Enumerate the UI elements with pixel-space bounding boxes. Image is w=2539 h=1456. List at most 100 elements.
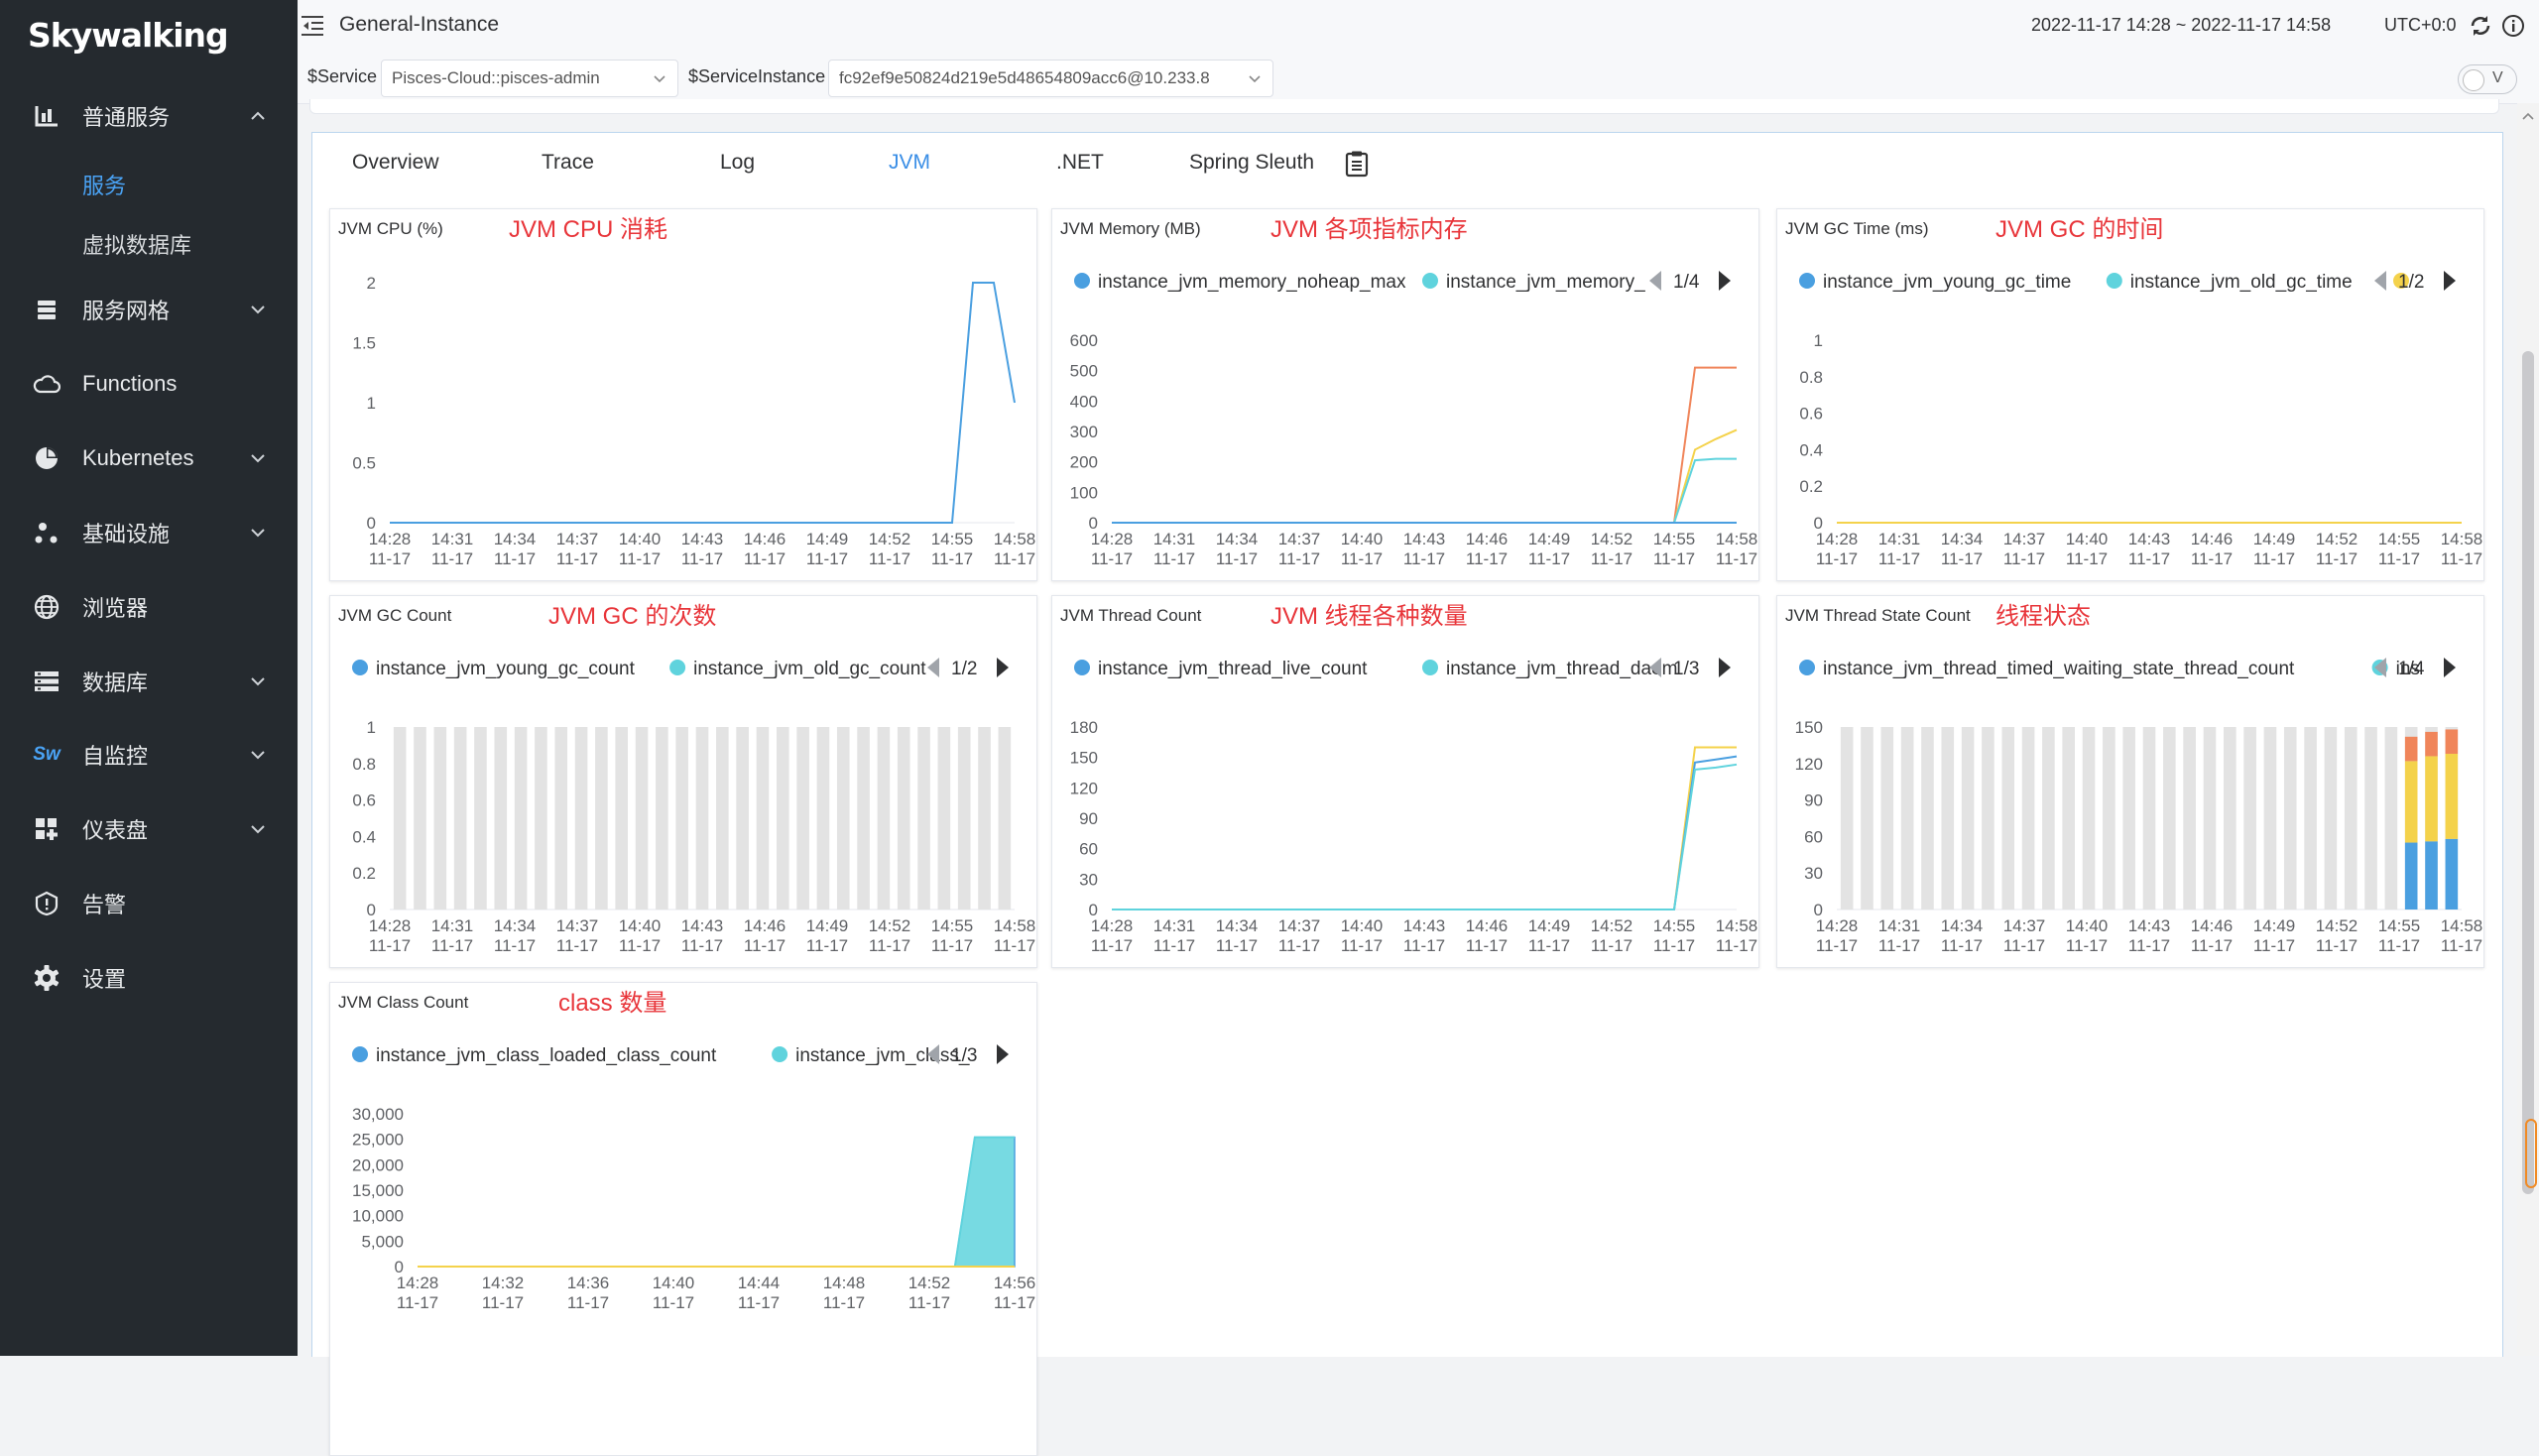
x-tick-label: 14:49 [806, 916, 849, 935]
background-bar [2122, 727, 2135, 910]
x-tick-label: 14:34 [1216, 530, 1259, 548]
tab-spring-sleuth[interactable]: Spring Sleuth [1189, 151, 1315, 174]
sidebar-item-service-mesh[interactable]: 服务网格 [0, 280, 298, 339]
background-bar [2283, 727, 2297, 910]
x-tick-label: 14:58 [2441, 916, 2483, 935]
dashboard-grid-icon [30, 812, 63, 846]
legend-prev-arrow-icon[interactable] [927, 1044, 939, 1064]
legend-prev-arrow-icon[interactable] [2374, 271, 2386, 291]
database-stack-icon [30, 293, 63, 326]
sidebar-subitem-service[interactable]: 服务 [82, 174, 127, 198]
legend-marker [1074, 273, 1090, 289]
sidebar-item-label: 浏览器 [82, 596, 149, 621]
series-line [1112, 746, 1737, 910]
x-tick-date-label: 11-17 [2066, 936, 2108, 955]
annotation-label: class 数量 [558, 990, 667, 1017]
sidebar-item-alerting[interactable]: 告警 [0, 874, 298, 933]
clipboard-icon[interactable] [1344, 150, 1370, 178]
legend-prev-arrow-icon[interactable] [1649, 658, 1661, 677]
x-tick-label: 14:49 [2253, 916, 2296, 935]
x-tick-date-label: 11-17 [2191, 549, 2233, 568]
background-bar [615, 727, 629, 910]
y-tick-label: 2 [367, 274, 376, 293]
x-tick-label: 14:58 [994, 530, 1036, 548]
x-tick-label: 14:28 [1816, 916, 1859, 935]
x-tick-date-label: 11-17 [994, 936, 1035, 955]
view-mode-toggle[interactable]: V [2458, 64, 2517, 94]
y-tick-label: 0.8 [352, 755, 376, 774]
x-tick-date-label: 11-17 [1941, 549, 1983, 568]
legend-next-arrow-icon[interactable] [1719, 271, 1731, 291]
info-icon[interactable] [2501, 14, 2525, 38]
y-tick-label: 60 [1804, 827, 1823, 846]
x-tick-label: 14:34 [494, 530, 537, 548]
widget-jvm-gc-time: JVM GC Time (ms) JVM GC 的时间 instance_jvm_y… [1776, 208, 2484, 581]
x-tick-date-label: 11-17 [2253, 936, 2295, 955]
legend-next-arrow-icon[interactable] [997, 658, 1009, 677]
legend-prev-arrow-icon[interactable] [927, 658, 939, 677]
timezone-label[interactable]: UTC+0:0 [2384, 15, 2457, 35]
x-tick-label: 14:37 [2003, 916, 2046, 935]
service-select[interactable]: Pisces-Cloud::pisces-admin [381, 60, 678, 97]
menu-collapse-icon[interactable] [300, 14, 325, 38]
scroll-up-arrow-icon[interactable] [2522, 111, 2534, 121]
scrollbar-thumb[interactable] [2522, 351, 2534, 1194]
legend-next-arrow-icon[interactable] [2444, 271, 2456, 291]
x-tick-label: 14:43 [681, 916, 724, 935]
background-bar [535, 727, 547, 910]
refresh-icon[interactable] [2469, 14, 2492, 38]
background-bar [877, 727, 891, 910]
y-tick-label: 150 [1795, 718, 1823, 737]
x-tick-label: 14:52 [1591, 530, 1633, 548]
tab-dotnet[interactable]: .NET [1056, 151, 1104, 174]
legend-marker [1422, 273, 1438, 289]
y-tick-label: 0.4 [1799, 440, 1823, 459]
annotation-label: JVM GC 的次数 [548, 603, 717, 630]
instance-select[interactable]: fc92ef9e50824d219e5d48654809acc6@10.233.… [828, 60, 1273, 97]
background-bar [2062, 727, 2076, 910]
sidebar-item-general-service[interactable]: 普通服务 [0, 86, 298, 146]
legend-next-arrow-icon[interactable] [997, 1044, 1009, 1064]
x-tick-label: 14:52 [1591, 916, 1633, 935]
y-tick-label: 0 [367, 514, 376, 533]
x-tick-date-label: 11-17 [2441, 936, 2482, 955]
sidebar-item-infrastructure[interactable]: 基础设施 [0, 503, 298, 562]
chart-canvas: instance_jvm_class_loaded_class_count ins… [352, 1044, 1035, 1312]
legend-item-label: instance_jvm_thread_live_count [1098, 659, 1368, 679]
stacked-bar-segment [2425, 731, 2438, 757]
background-bar [857, 727, 870, 910]
page-scrollbar[interactable] [2517, 103, 2539, 1356]
legend-next-arrow-icon[interactable] [1719, 658, 1731, 677]
x-tick-date-label: 11-17 [1653, 549, 1695, 568]
sidebar-item-label: 数据库 [82, 670, 149, 695]
background-bar [2001, 727, 2015, 910]
tab-trace[interactable]: Trace [542, 151, 594, 174]
legend-next-arrow-icon[interactable] [2444, 658, 2456, 677]
time-range-picker[interactable]: 2022-11-17 14:28 ~ 2022-11-17 14:58 [2031, 15, 2332, 35]
stacked-bar-segment [2404, 842, 2418, 910]
toggle-label: V [2492, 69, 2503, 86]
x-tick-label: 14:46 [744, 916, 786, 935]
sidebar-item-label: Kubernetes [82, 445, 194, 470]
x-tick-date-label: 11-17 [1466, 936, 1508, 955]
sidebar-item-database[interactable]: 数据库 [0, 652, 298, 711]
sidebar-subitem-virtual-database[interactable]: 虚拟数据库 [82, 233, 192, 258]
sidebar-item-browser[interactable]: 浏览器 [0, 577, 298, 637]
x-tick-label: 14:34 [1216, 916, 1259, 935]
x-tick-label: 14:28 [1091, 916, 1134, 935]
legend-prev-arrow-icon[interactable] [1649, 271, 1661, 291]
legend-marker [1074, 660, 1090, 675]
tab-overview[interactable]: Overview [352, 151, 439, 174]
sidebar-item-functions[interactable]: Functions [0, 354, 298, 414]
x-tick-label: 14:40 [1341, 916, 1384, 935]
legend-prev-arrow-icon[interactable] [2374, 658, 2386, 677]
sidebar-item-self-observability[interactable]: Sw 自监控 [0, 725, 298, 785]
tab-log[interactable]: Log [720, 151, 756, 174]
x-tick-date-label: 11-17 [2003, 549, 2045, 568]
tab-panel: Overview Trace Log JVM .NET Spring Sleut… [311, 132, 2503, 1456]
sidebar-item-kubernetes[interactable]: Kubernetes [0, 428, 298, 488]
sidebar-item-dashboard[interactable]: 仪表盘 [0, 799, 298, 859]
tab-jvm[interactable]: JVM [889, 151, 930, 174]
sidebar-item-settings[interactable]: 设置 [0, 948, 298, 1008]
x-tick-label: 14:52 [908, 1274, 951, 1292]
